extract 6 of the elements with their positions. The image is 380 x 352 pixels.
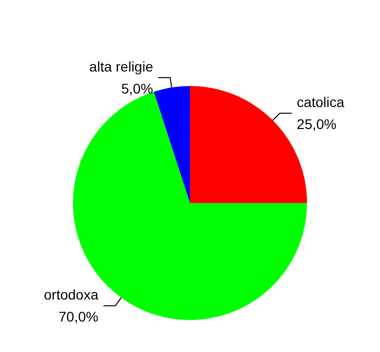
data-label: 5,0%: [121, 80, 154, 97]
slice-label: catolica: [296, 94, 344, 110]
slice-label: ortodoxa: [44, 286, 99, 303]
data-label: 25,0%: [296, 116, 337, 132]
slice-label: alta religie: [89, 58, 154, 75]
data-label: 70,0%: [58, 308, 98, 325]
